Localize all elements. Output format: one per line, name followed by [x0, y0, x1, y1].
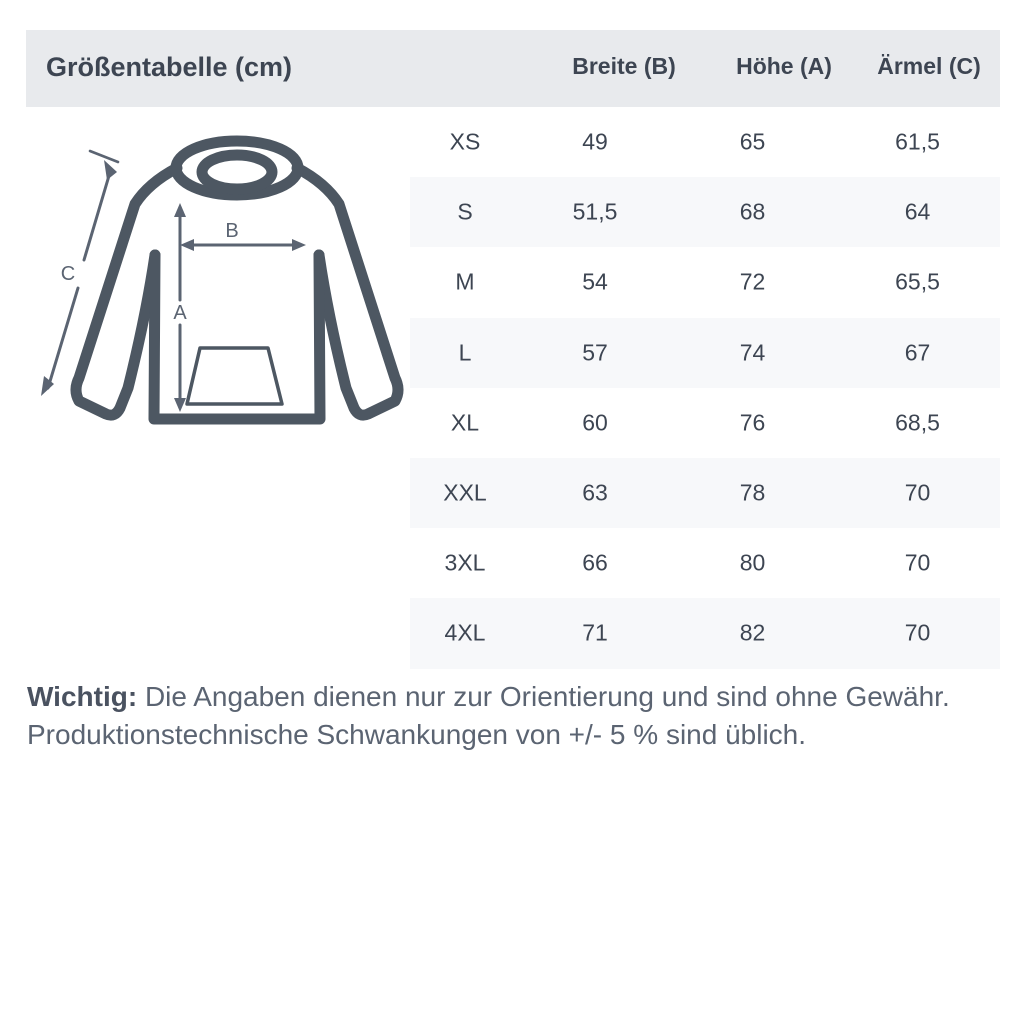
svg-text:B: B: [225, 220, 238, 242]
svg-text:C: C: [61, 263, 75, 285]
svg-text:A: A: [173, 302, 187, 324]
